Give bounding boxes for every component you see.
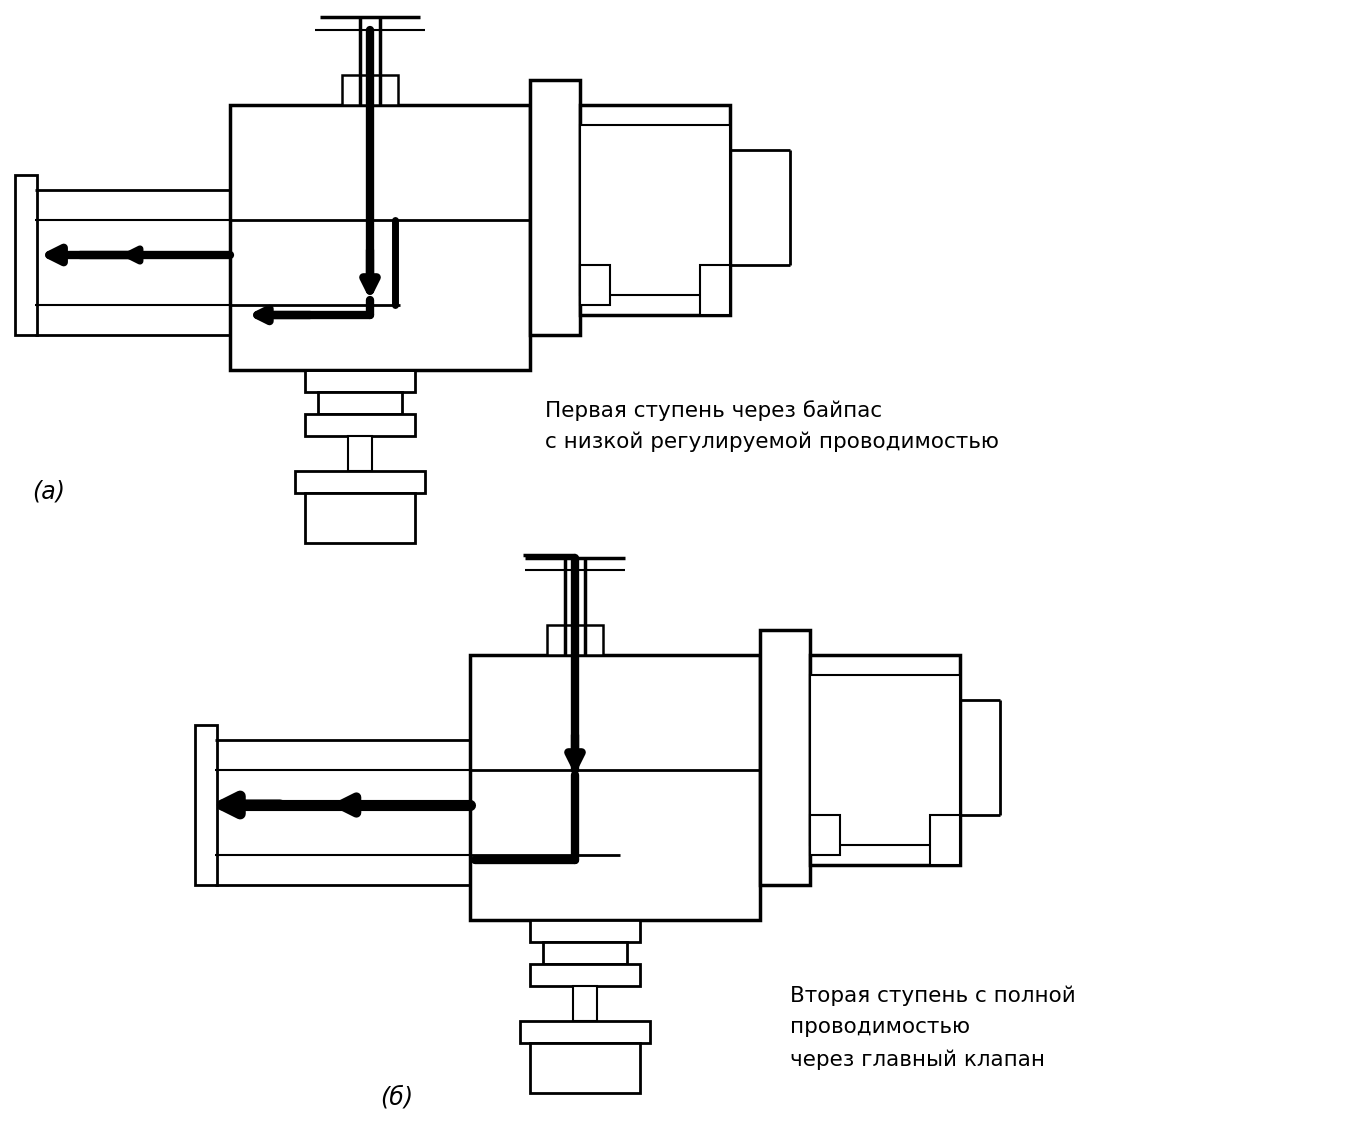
Bar (810, 655, 960, 865)
Bar (581, 265, 610, 305)
Bar (529, 920, 640, 942)
Bar (520, 1021, 651, 1043)
Bar (572, 986, 597, 1021)
Bar (304, 370, 415, 392)
Bar (470, 655, 760, 920)
Text: с низкой регулируемой проводимостью: с низкой регулируемой проводимостью (546, 432, 999, 453)
Text: (б): (б) (380, 1085, 414, 1109)
Bar (15, 175, 36, 335)
Bar (929, 815, 960, 865)
Text: (a): (a) (32, 480, 65, 504)
Bar (230, 105, 529, 370)
Bar (295, 471, 426, 493)
Bar (529, 80, 581, 335)
Bar (700, 265, 730, 315)
Bar (529, 964, 640, 986)
Bar (543, 942, 626, 964)
Bar (318, 392, 401, 414)
Bar (342, 75, 397, 105)
Bar (547, 625, 603, 655)
Text: проводимостью: проводимостью (789, 1017, 970, 1038)
Bar (304, 493, 415, 543)
Bar (581, 105, 730, 315)
Bar (304, 414, 415, 436)
Bar (810, 675, 960, 844)
Bar (760, 630, 810, 885)
Text: Первая ступень через байпас: Первая ступень через байпас (546, 400, 882, 421)
Bar (810, 815, 841, 855)
Bar (195, 725, 217, 885)
Text: через главный клапан: через главный клапан (789, 1049, 1045, 1069)
Bar (529, 1043, 640, 1093)
Text: Вторая ступень с полной: Вторая ступень с полной (789, 984, 1076, 1006)
Bar (581, 125, 730, 295)
Bar (348, 436, 372, 471)
